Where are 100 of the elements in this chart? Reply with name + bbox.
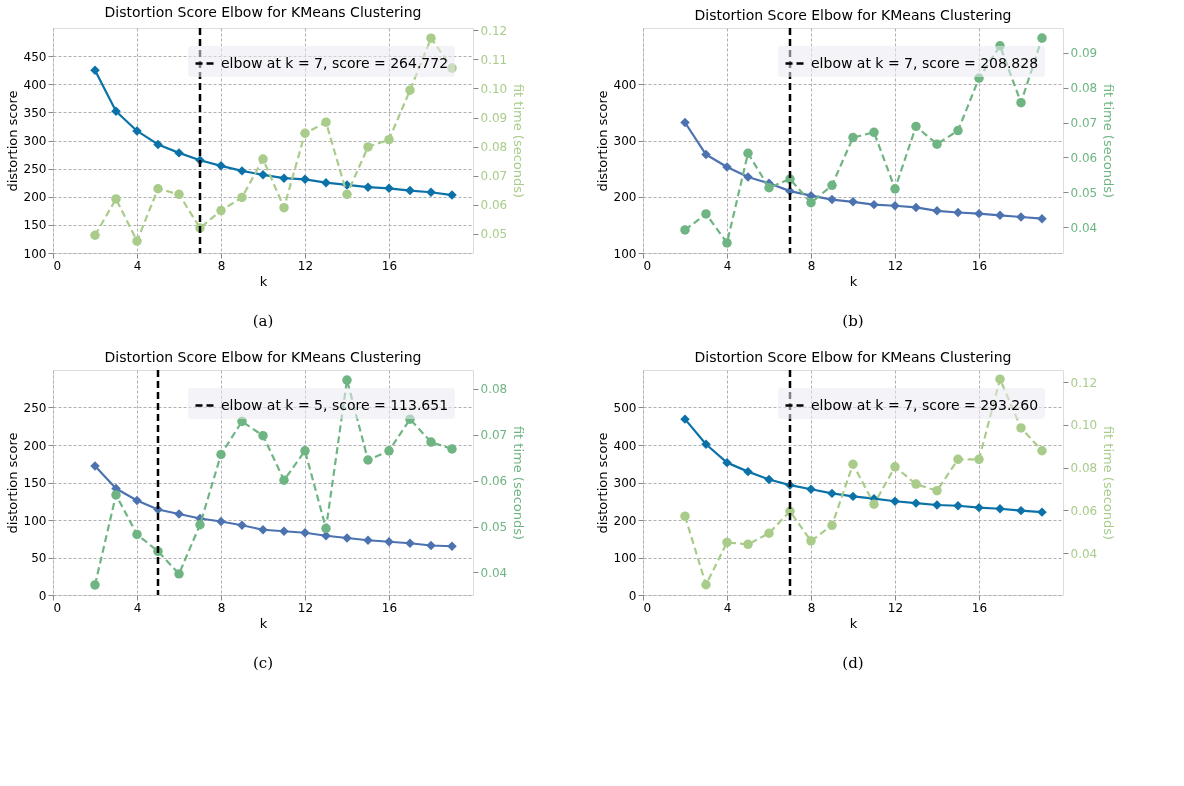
chart-title: Distortion Score Elbow for KMeans Clustering [104, 348, 422, 365]
point [426, 540, 436, 551]
y2-tick-label: 0.10 [1070, 418, 1098, 433]
point [869, 199, 879, 210]
y-tick-label: 200 [23, 190, 47, 205]
y-tick-label: 250 [23, 401, 47, 415]
y2-tick-label: 0.08 [1070, 81, 1098, 96]
point [974, 502, 984, 513]
y-axis-title: distortion score [594, 432, 610, 534]
ref-line-label: elbow at k = 5, score = 113.651 [221, 396, 449, 413]
y2-tick-label: 0.09 [1070, 46, 1098, 61]
point [384, 446, 394, 456]
point [995, 210, 1005, 221]
y-tick-label: 100 [613, 246, 637, 261]
point [279, 475, 289, 485]
point [743, 539, 753, 550]
y2-tick-label: 0.06 [1070, 503, 1098, 518]
chart-title: Distortion Score Elbow for KMeans Clustering [694, 348, 1012, 365]
y-tick-label: 100 [613, 551, 637, 565]
point [132, 236, 142, 246]
point [995, 374, 1005, 384]
point [1037, 213, 1047, 224]
y-tick-label: 300 [613, 134, 637, 148]
point [216, 205, 226, 216]
y2-tick-label: 0.07 [1070, 116, 1098, 131]
x-tick-label: 12 [887, 258, 904, 273]
y2-tick-label: 0.07 [480, 169, 508, 184]
point [701, 209, 711, 219]
y2-axis-title: fit time (seconds) [1101, 83, 1117, 199]
point [1016, 505, 1026, 516]
y-axis-title: distortion score [594, 90, 610, 192]
y-tick-label: 400 [23, 77, 47, 92]
x-tick-label: 0 [643, 258, 652, 273]
y2-tick-label: 0.11 [480, 52, 508, 67]
point [743, 466, 753, 477]
point [342, 375, 352, 385]
point [680, 117, 690, 128]
point [447, 444, 457, 454]
point [300, 174, 310, 185]
point [174, 569, 184, 579]
ref-line-label: elbow at k = 7, score = 264.772 [221, 54, 449, 71]
x-tick-label: 8 [217, 258, 226, 273]
point [890, 462, 900, 472]
x-tick-label: 8 [807, 600, 816, 615]
x-tick-label: 8 [807, 258, 816, 273]
point [447, 63, 457, 73]
y2-tick-label: 0.05 [480, 227, 508, 242]
point [426, 33, 436, 43]
chart-title: Distortion Score Elbow for KMeans Clustering [694, 6, 1012, 23]
y2-tick-label: 0.04 [1070, 546, 1098, 561]
x-tick-label: 4 [133, 258, 142, 273]
y2-tick-label: 0.09 [480, 111, 508, 126]
x-tick-label: 16 [971, 600, 988, 615]
y2-tick-label: 0.04 [480, 566, 508, 580]
point [1037, 33, 1047, 43]
point [132, 495, 142, 506]
point [384, 183, 394, 194]
point [216, 449, 226, 460]
y-axis-title: distortion score [4, 90, 20, 192]
point [764, 474, 774, 485]
point [90, 230, 100, 240]
point [890, 184, 900, 194]
y-tick-label: 150 [23, 476, 47, 490]
point [174, 189, 184, 200]
x-tick-label: 4 [723, 600, 732, 615]
point [806, 536, 816, 546]
y-tick-label: 300 [613, 476, 637, 490]
y-tick-label: 0 [38, 588, 47, 603]
x-tick-label: 4 [723, 258, 732, 273]
y-tick-label: 100 [23, 246, 47, 261]
point [974, 73, 984, 83]
x-axis-title: k [849, 273, 858, 289]
point [869, 499, 879, 509]
x-tick-label: 12 [297, 600, 314, 615]
point [1037, 446, 1047, 456]
point [701, 580, 711, 590]
point [848, 491, 858, 502]
y-tick-label: 150 [23, 218, 47, 233]
text: (b) [842, 312, 864, 330]
point [953, 125, 963, 136]
y2-tick-label: 0.08 [480, 140, 508, 155]
point [279, 202, 289, 213]
y-tick-label: 450 [23, 49, 47, 64]
point [995, 41, 1005, 51]
point [911, 202, 921, 213]
point [701, 149, 711, 160]
point [1016, 423, 1026, 433]
y2-tick-label: 0.12 [480, 23, 508, 38]
point [111, 490, 121, 500]
x-tick-label: 4 [133, 600, 142, 615]
y2-tick-label: 0.08 [1070, 461, 1098, 476]
point [132, 529, 142, 540]
point [111, 194, 121, 204]
point [722, 457, 732, 468]
point [743, 148, 753, 158]
y-tick-label: 200 [613, 190, 637, 205]
y2-tick-label: 0.06 [1070, 150, 1098, 165]
y-tick-label: 200 [23, 438, 47, 453]
point [764, 528, 774, 538]
point [405, 85, 415, 95]
